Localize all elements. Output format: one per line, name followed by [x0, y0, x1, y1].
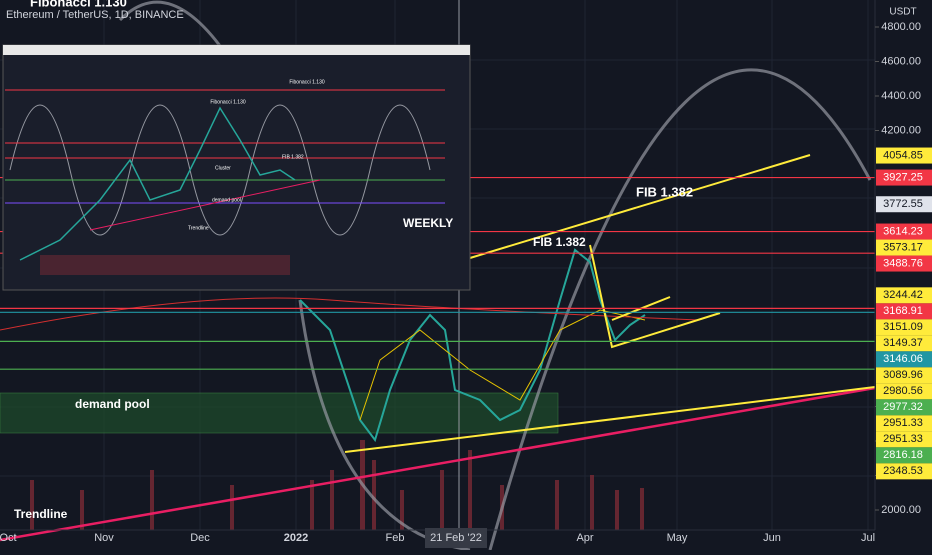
price-tag: [876, 196, 932, 213]
price-tick-label: 4800.00: [881, 21, 921, 33]
time-label: Jun: [763, 532, 781, 544]
price-tag-label: 4054.85: [883, 149, 923, 161]
price-tag-label: 3151.09: [883, 321, 923, 333]
annotation: Trendline: [14, 507, 68, 521]
annotation: WEEKLY: [403, 216, 453, 230]
price-tag-label: 2977.32: [883, 401, 923, 413]
annotation: FIB 1.382: [636, 184, 693, 199]
inset-wave: [9, 104, 431, 236]
inset-fib: Fibonacci 1.130: [210, 99, 246, 105]
inset-price: [19, 106, 296, 261]
price-tag: [876, 383, 932, 400]
price-tag: [876, 147, 932, 164]
time-label: Apr: [576, 532, 593, 544]
inset-fib: FIB 1.382: [282, 154, 304, 160]
price-tag: [876, 415, 932, 432]
price-tag-label: 3168.91: [883, 305, 923, 317]
price-tag: [876, 367, 932, 384]
price-tag: [876, 431, 932, 448]
price-tag: [876, 287, 932, 304]
price-tag: [876, 351, 932, 368]
price-tag-label: 3573.17: [883, 241, 923, 253]
moving-average: [0, 297, 701, 331]
time-label: 2022: [284, 532, 308, 544]
annotation: demand pool: [75, 397, 150, 411]
price-tag-label: 3927.25: [883, 171, 923, 183]
inset-panel: [2, 44, 471, 291]
price-tag: [876, 463, 932, 480]
trendline: [0, 376, 932, 542]
time-label: May: [667, 532, 688, 544]
price-tag-label: 2951.33: [883, 417, 923, 429]
time-label: Feb: [386, 532, 405, 544]
price-tag-label: 3772.55: [883, 198, 923, 210]
price-tag-label: 3089.96: [883, 369, 923, 381]
channel-line: [469, 154, 811, 259]
time-label: Nov: [94, 532, 114, 544]
price-tick-label: 4400.00: [881, 90, 921, 102]
inset-demand: demand pool: [212, 197, 241, 203]
inset-levels: [5, 89, 445, 204]
cursor-date-box: [425, 528, 487, 548]
price-tag: [876, 399, 932, 416]
price-tag: [876, 239, 932, 256]
time-label: Oct: [0, 532, 17, 544]
price-tag-label: 2980.56: [883, 385, 923, 397]
wedge: [589, 244, 721, 349]
price-tag-label: 3488.76: [883, 257, 923, 269]
price-tag-label: 2816.18: [883, 449, 923, 461]
inset-volume: [40, 255, 290, 275]
inset-bar: [3, 45, 470, 55]
price-tag-label: 2348.53: [883, 465, 923, 477]
inset-trendline: [89, 179, 321, 231]
price-tag-label: 3244.42: [883, 289, 923, 301]
price-tag: [876, 169, 932, 186]
price-tick-label: 4200.00: [881, 124, 921, 136]
price-tag: [876, 335, 932, 352]
annotation: FIB 1.382: [533, 235, 586, 249]
symbol-title: Ethereum / TetherUS, 1D, BINANCE: [6, 9, 184, 21]
price-path: [299, 248, 646, 443]
indicator-label: Fibonacci 1.130: [30, 0, 127, 9]
time-label: Dec: [190, 532, 210, 544]
price-tag-label: 3146.06: [883, 353, 923, 365]
cycle-arc: [118, 0, 232, 61]
time-label: Jul: [861, 532, 875, 544]
price-tag: [876, 319, 932, 336]
demand-zone: [0, 392, 559, 434]
price-tick-label: 2000.00: [881, 504, 921, 516]
price-tag: [876, 255, 932, 272]
price-tag-label: 3614.23: [883, 225, 923, 237]
currency-label: USDT: [889, 7, 916, 18]
price-tag: [876, 303, 932, 320]
inset-title: Fibonacci 1.130: [289, 79, 325, 85]
moving-average: [359, 309, 646, 421]
cursor-date: 21 Feb '22: [430, 532, 482, 544]
inset-trendline: Trendline: [188, 225, 209, 231]
price-tag: [876, 447, 932, 464]
inset-cluster: Cluster: [215, 165, 231, 171]
price-tag-label: 3149.37: [883, 337, 923, 349]
trendline: [344, 379, 932, 453]
price-tag: [876, 223, 932, 240]
price-tick-label: 4600.00: [881, 55, 921, 67]
price-tag-label: 2951.33: [883, 433, 923, 445]
